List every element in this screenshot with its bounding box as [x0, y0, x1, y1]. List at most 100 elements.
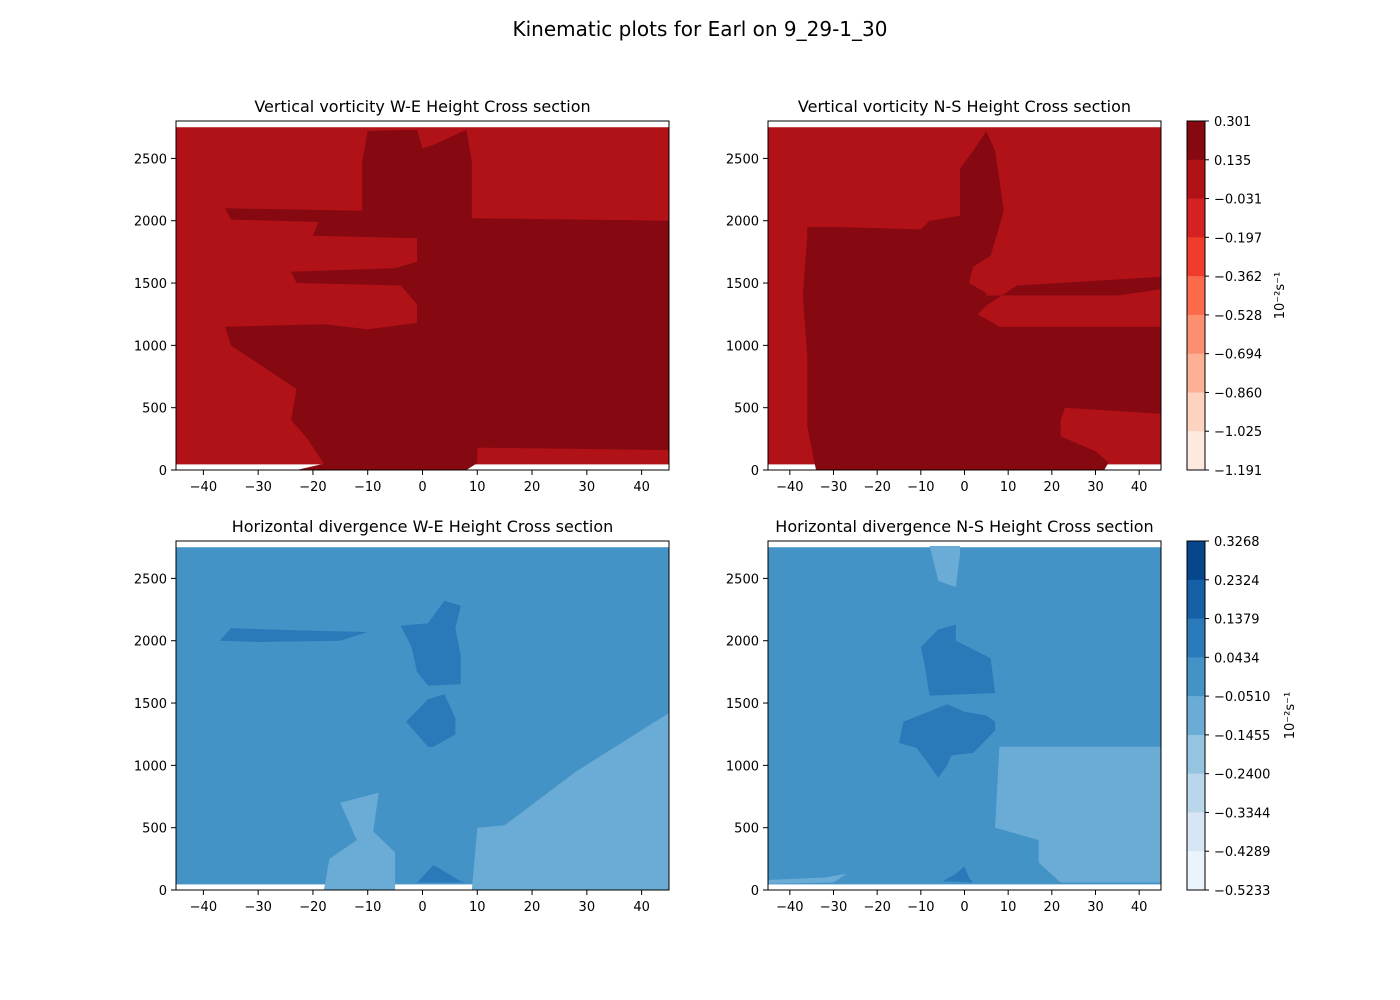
x-tick-label: 40 [1131, 900, 1148, 915]
x-tick-label: −20 [863, 480, 890, 495]
colorbar-swatch [1187, 812, 1205, 852]
colorbar-tick-label: −0.694 [1214, 348, 1262, 363]
panel-title: Horizontal divergence W-E Height Cross s… [232, 517, 614, 536]
colorbar-tick-label: −0.031 [1214, 193, 1262, 208]
colorbar-frame [1186, 120, 1206, 471]
plot-panel-3: Horizontal divergence W-E Height Cross s… [134, 517, 670, 915]
y-tick-label: 0 [159, 464, 167, 479]
contour-fill [176, 547, 669, 890]
x-tick-label: 10 [469, 480, 486, 495]
contour-region-3 [929, 546, 961, 588]
plot-panel-2: Vertical vorticity N-S Height Cross sect… [726, 97, 1162, 495]
colorbar-tick-label: −0.860 [1214, 386, 1262, 401]
x-tick-label: −30 [820, 900, 847, 915]
x-tick-label: 20 [524, 900, 541, 915]
y-tick-label: 0 [751, 884, 759, 899]
x-tick-label: −30 [244, 480, 271, 495]
y-tick-label: 2500 [134, 152, 167, 167]
colorbar-swatch [1187, 618, 1205, 658]
y-tick-label: 1000 [134, 339, 167, 354]
colorbar-tick-label: −1.025 [1214, 425, 1262, 440]
colorbar-tick-label: −0.4289 [1214, 845, 1270, 860]
colorbar-swatch [1187, 696, 1205, 736]
y-tick-label: 2000 [726, 215, 759, 230]
contour-region-1 [802, 131, 1161, 470]
y-tick-label: 1500 [134, 697, 167, 712]
x-tick-label: 0 [418, 480, 426, 495]
x-tick-label: 10 [1000, 900, 1017, 915]
panel-title: Horizontal divergence N-S Height Cross s… [775, 517, 1153, 536]
colorbar-swatch [1187, 851, 1205, 891]
colorbar-tick-label: 0.135 [1214, 154, 1251, 169]
colorbar-tick-label: −0.528 [1214, 309, 1262, 324]
contour-fill [176, 127, 669, 470]
contour-region-3 [219, 628, 368, 642]
colorbar-tick-label: −1.191 [1214, 464, 1262, 479]
y-tick-label: 2500 [726, 152, 759, 167]
contour-region-5 [899, 704, 996, 778]
colorbar-tick-label: −0.2400 [1214, 768, 1270, 783]
colorbar-swatch [1187, 198, 1205, 238]
contour-region-1 [471, 713, 669, 890]
colorbar-2: 0.3268 0.2324 0.1379 0.0434 −0.0510 −0.1455 −0… [1186, 535, 1298, 899]
x-tick-label: −40 [776, 480, 803, 495]
colorbar-swatch [1187, 431, 1205, 471]
x-tick-label: 30 [1087, 900, 1104, 915]
colorbar-tick-label: 0.2324 [1214, 574, 1260, 589]
y-tick-label: 0 [751, 464, 759, 479]
y-tick-label: 500 [142, 822, 167, 837]
colorbar-swatch [1187, 159, 1205, 200]
contour-fill [768, 546, 1161, 885]
y-tick-label: 2000 [726, 635, 759, 650]
contour-fill [768, 127, 1161, 470]
colorbar-label: 10⁻²s⁻¹ [1283, 692, 1298, 739]
x-tick-label: 10 [469, 900, 486, 915]
x-tick-label: 30 [1087, 480, 1104, 495]
contour-region-6 [417, 865, 467, 883]
y-tick-label: 500 [142, 402, 167, 417]
contour-region-4 [920, 624, 996, 696]
x-tick-label: 30 [579, 900, 596, 915]
colorbar-swatch [1187, 541, 1205, 581]
colorbar-frame [1186, 540, 1206, 891]
colorbar-swatch [1187, 579, 1205, 620]
plot-panels: Vertical vorticity W-E Height Cross sect… [134, 97, 1162, 915]
colorbar-swatch [1187, 237, 1205, 277]
x-tick-label: 40 [633, 480, 650, 495]
contour-region-1 [995, 746, 1161, 883]
colorbar-swatch [1187, 121, 1205, 161]
y-tick-label: 1500 [134, 277, 167, 292]
y-tick-label: 1000 [726, 759, 759, 774]
colorbar-tick-label: −0.3344 [1214, 806, 1270, 821]
y-tick-label: 1000 [726, 339, 759, 354]
x-tick-label: 20 [524, 480, 541, 495]
colorbar-swatch [1187, 314, 1205, 355]
y-tick-label: 1500 [726, 697, 759, 712]
x-tick-label: −40 [190, 480, 217, 495]
x-tick-label: 0 [418, 900, 426, 915]
x-tick-label: −30 [244, 900, 271, 915]
colorbars: 0.301 0.135 −0.031 −0.197 −0.362 −0.528 −0.694… [1186, 115, 1298, 899]
x-tick-label: −40 [190, 900, 217, 915]
plot-panel-4: Horizontal divergence N-S Height Cross s… [726, 517, 1162, 915]
panel-title: Vertical vorticity N-S Height Cross sect… [798, 97, 1131, 116]
x-tick-label: −10 [354, 480, 381, 495]
x-tick-label: 40 [1131, 480, 1148, 495]
y-tick-label: 2000 [134, 215, 167, 230]
panel-title: Vertical vorticity W-E Height Cross sect… [254, 97, 590, 116]
colorbar-swatch [1187, 773, 1205, 813]
y-tick-label: 0 [159, 884, 167, 899]
plot-panel-1: Vertical vorticity W-E Height Cross sect… [134, 97, 670, 495]
colorbar-swatch [1187, 353, 1205, 393]
contour-region-5 [406, 694, 456, 747]
x-tick-label: 0 [960, 480, 968, 495]
figure-title: Kinematic plots for Earl on 9_29-1_30 [513, 17, 888, 41]
y-tick-label: 500 [734, 822, 759, 837]
x-tick-label: 20 [1044, 900, 1061, 915]
y-tick-label: 2500 [134, 572, 167, 587]
contour-region-2 [768, 873, 847, 884]
x-tick-label: −20 [863, 900, 890, 915]
colorbar-tick-label: −0.0510 [1214, 690, 1270, 705]
x-tick-label: −20 [299, 900, 326, 915]
